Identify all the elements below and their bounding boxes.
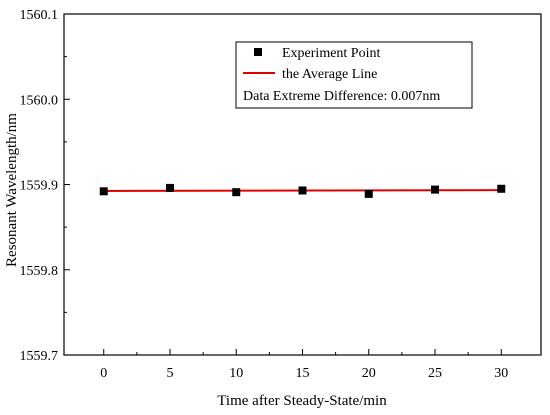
x-tick-label: 25 [428,366,442,381]
y-tick-label: 1560.1 [20,8,59,23]
experiment-point [166,183,174,192]
y-axis-label: Resonant Wavelength/nm [4,113,20,267]
experiment-point [99,187,108,196]
x-tick-label: 15 [296,366,310,381]
x-tick-label: 10 [229,366,243,381]
experiment-point [497,184,506,193]
x-axis: 0 5 10 15 20 25 30 [100,349,508,381]
x-tick-label: 20 [362,366,376,381]
legend-box [235,41,473,109]
x-tick-label: 5 [167,366,174,381]
experiment-point [232,188,241,197]
legend-marker-square [254,48,262,56]
experiment-point-series [99,183,506,198]
legend: Experiment Point the Average Line Data E… [235,41,473,109]
annotation-extreme-difference: Data Extreme Difference: 0.007nm [243,89,440,104]
x-axis-label: Time after Steady-State/min [217,393,387,409]
x-tick-label: 0 [100,366,107,381]
y-tick-label: 1559.8 [20,264,59,279]
experiment-point [364,189,373,198]
experiment-point [298,186,307,195]
legend-entry-experiment-point: Experiment Point [282,46,380,61]
y-tick-label: 1559.9 [20,179,59,194]
x-tick-label: 30 [494,366,508,381]
y-tick-label: 1560.0 [20,93,59,108]
y-axis: 1559.7 1559.8 1559.9 1560.0 1560.1 [20,8,70,364]
y-tick-label: 1559.7 [20,349,59,364]
legend-entry-average-line: the Average Line [282,67,377,82]
experiment-point [431,185,439,194]
